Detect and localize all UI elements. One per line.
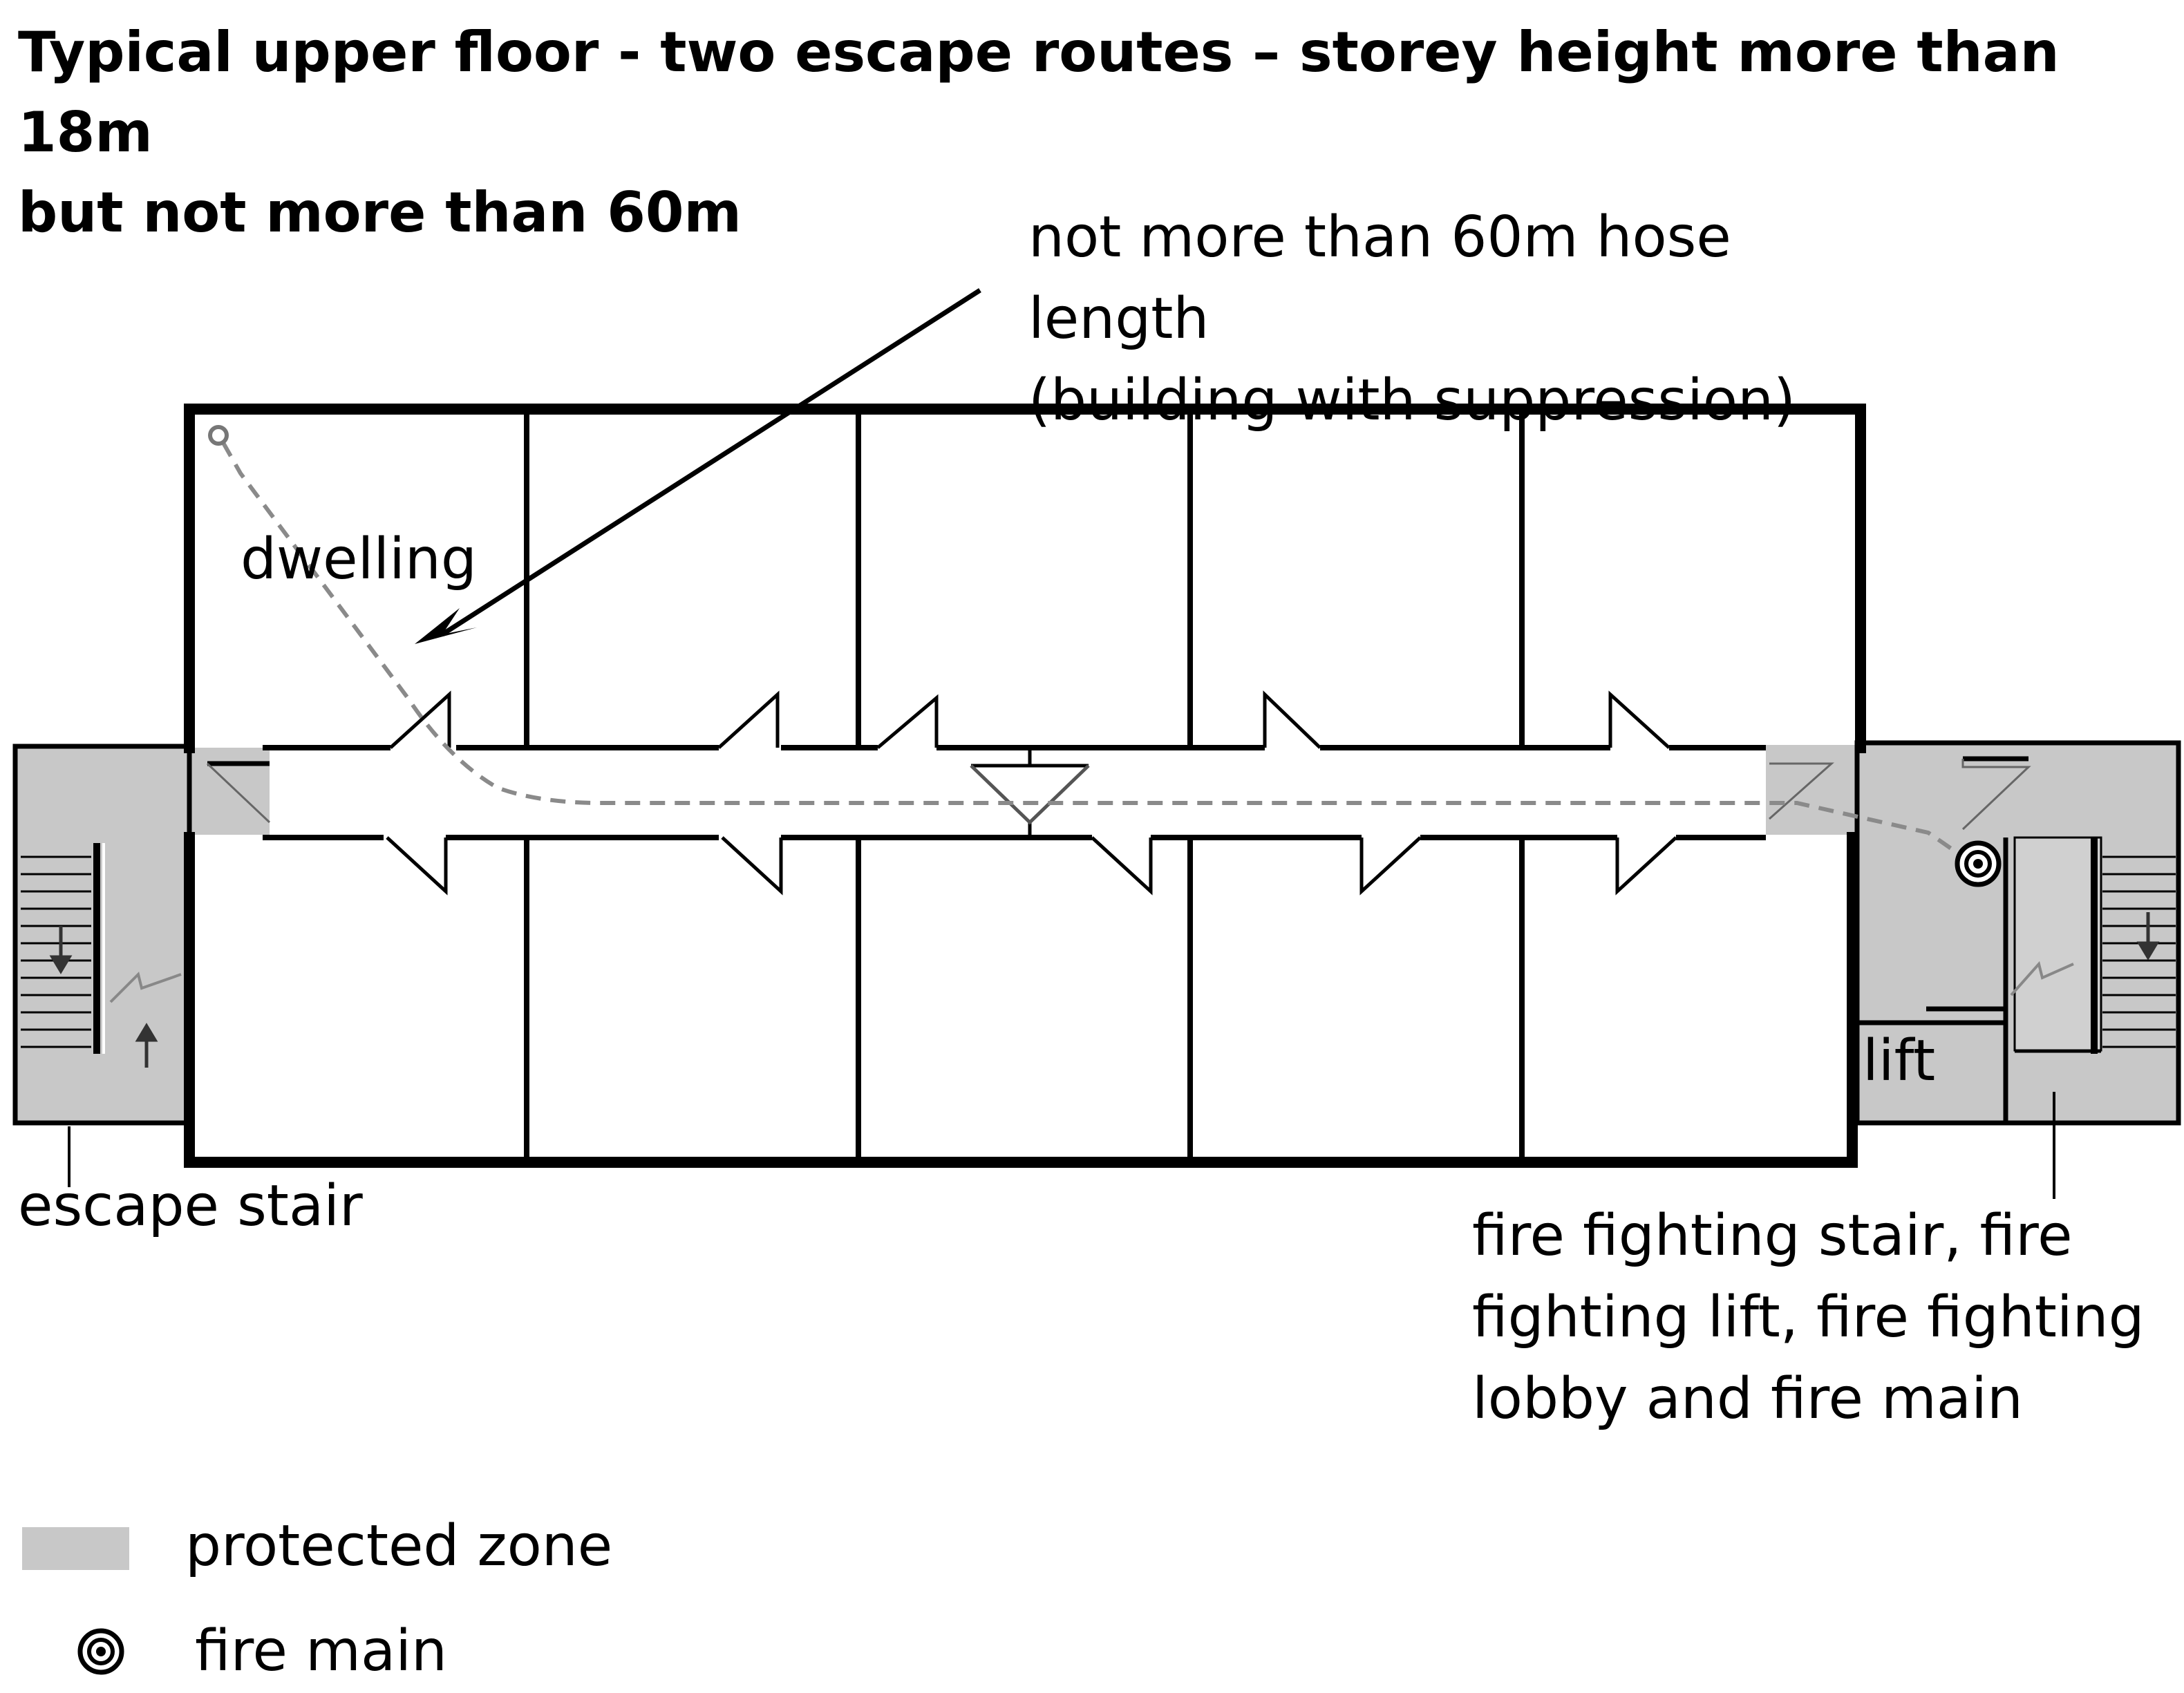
title-line-2: but not more than 60m bbox=[18, 180, 742, 245]
door-upper-2 bbox=[717, 690, 780, 749]
hose-end-point bbox=[208, 425, 229, 446]
door-lower-4 bbox=[1359, 836, 1422, 896]
diagram-title: Typical upper floor - two escape routes … bbox=[18, 12, 2161, 253]
left-escape-stair bbox=[21, 843, 182, 1068]
firefighting-line-3: lobby and fire main bbox=[1472, 1366, 2023, 1432]
left-stair-treads bbox=[21, 855, 91, 1048]
hose-route-line bbox=[218, 435, 1973, 864]
annotation-pointer-line bbox=[441, 288, 981, 636]
right-stair-flight bbox=[2013, 836, 2102, 1052]
stair-break-line bbox=[2010, 961, 2074, 996]
door-lower-3 bbox=[1091, 836, 1153, 896]
dwelling-label: dwelling bbox=[241, 527, 477, 592]
down-arrow-icon bbox=[49, 926, 73, 974]
door-upper-3 bbox=[876, 694, 939, 749]
building-walls bbox=[184, 404, 1866, 1168]
down-arrow-icon bbox=[2136, 912, 2160, 961]
lobby-door-swings bbox=[206, 759, 2031, 831]
legend-protected-zone-swatch bbox=[22, 1527, 129, 1570]
left-lobby-zone bbox=[185, 748, 270, 835]
firefighting-annotation: fire fighting stair, fire fighting lift,… bbox=[1472, 1195, 2177, 1440]
hose-length-line-1: not more than 60m hose length bbox=[1028, 205, 1731, 352]
door-lower-2 bbox=[721, 836, 783, 896]
hose-length-annotation: not more than 60m hose length (building … bbox=[1028, 197, 1927, 442]
right-lobby-zone bbox=[1766, 745, 1857, 835]
left-stair-outline bbox=[12, 744, 192, 1126]
escape-stair-label: escape stair bbox=[18, 1173, 363, 1239]
protected-zones bbox=[15, 743, 2178, 1123]
up-arrow-icon bbox=[135, 1023, 158, 1068]
fire-main-icon bbox=[1955, 840, 2002, 887]
annotation-pointer-arrowhead bbox=[415, 608, 477, 644]
dwelling-partitions bbox=[524, 415, 1525, 1158]
corridor-walls bbox=[263, 745, 1766, 840]
lift-label: lift bbox=[1863, 1028, 1936, 1094]
right-stair-treads bbox=[2102, 855, 2176, 1048]
corridor-door-swing bbox=[970, 764, 1090, 825]
door-swings bbox=[386, 690, 1677, 896]
door-upper-1 bbox=[389, 690, 451, 749]
right-core-outline bbox=[1854, 740, 2181, 1126]
stair-break-line bbox=[109, 972, 182, 1003]
door-upper-5 bbox=[1608, 690, 1670, 749]
hose-length-line-2: (building with suppression) bbox=[1028, 368, 1796, 433]
legend-fire-main-label: fire main bbox=[195, 1618, 447, 1684]
legend-fire-main-icon bbox=[77, 1628, 124, 1675]
firefighting-line-1: fire fighting stair, fire bbox=[1472, 1203, 2073, 1269]
legend-protected-zone-label: protected zone bbox=[185, 1513, 613, 1579]
firefighting-line-2: fighting lift, fire fighting bbox=[1472, 1285, 2145, 1350]
upper-block-wall bbox=[184, 404, 1866, 753]
door-lower-1 bbox=[386, 836, 448, 896]
door-upper-4 bbox=[1263, 690, 1321, 749]
right-firefighting-stair bbox=[2010, 836, 2176, 1054]
title-line-1: Typical upper floor - two escape routes … bbox=[18, 20, 2060, 164]
door-lower-5 bbox=[1615, 836, 1677, 896]
